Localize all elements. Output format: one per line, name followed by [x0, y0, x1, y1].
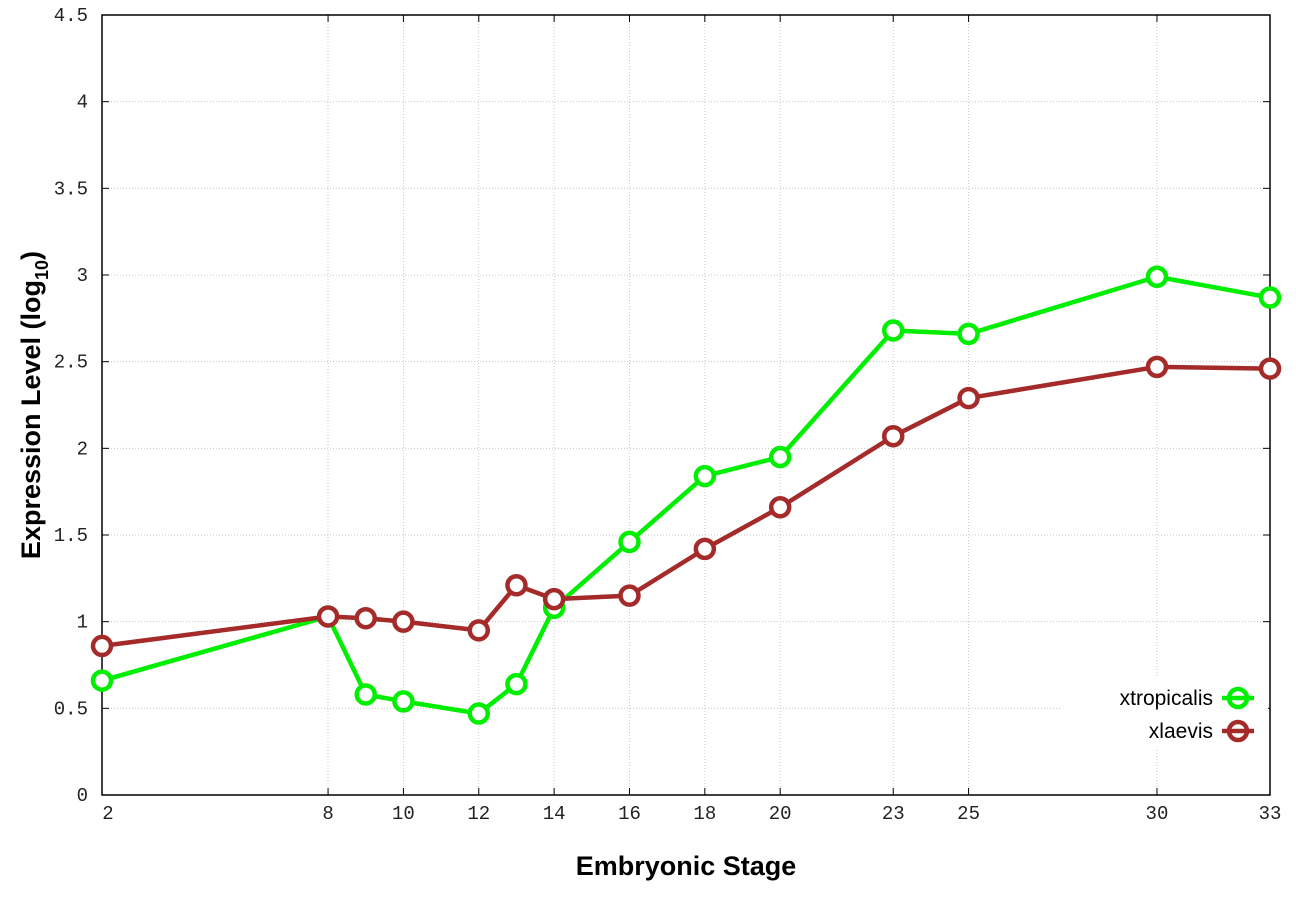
x-tick-label: 25	[957, 803, 980, 825]
y-axis-label: Expression Level (log10)	[16, 251, 52, 559]
grid	[102, 15, 1270, 795]
series-group	[90, 265, 1282, 725]
x-tick-label: 12	[467, 803, 490, 825]
data-point-xtropicalis	[1258, 286, 1282, 309]
data-point-xlaevis	[90, 634, 114, 658]
y-tick-label: 0.5	[54, 698, 88, 720]
data-point-xlaevis	[316, 605, 340, 628]
data-point-xlaevis	[1258, 357, 1282, 380]
data-point-xlaevis	[354, 606, 377, 630]
y-tick-label: 1	[77, 612, 88, 634]
data-point-xtropicalis	[881, 319, 905, 342]
data-point-xlaevis	[768, 496, 792, 519]
data-point-xlaevis	[542, 587, 566, 611]
data-point-xtropicalis	[505, 672, 528, 696]
data-point-xtropicalis	[1145, 265, 1169, 288]
x-tick-label: 30	[1146, 803, 1169, 825]
ticks: 0 0.5 1 1.5 2 2.5 3 3.5 4 4.5 2 8 10 12 14 16 18 20 23 25 30…	[54, 5, 1282, 825]
data-point-xlaevis	[881, 424, 905, 448]
data-point-xlaevis	[505, 574, 528, 597]
y-tick-label: 2	[77, 438, 88, 460]
data-point-xlaevis	[693, 537, 717, 561]
x-tick-label: 18	[693, 803, 716, 825]
data-point-xtropicalis	[618, 530, 641, 554]
x-tick-label: 14	[543, 803, 566, 825]
legend-label-xtropicalis: xtropicalis	[1120, 687, 1213, 710]
y-tick-label: 4	[77, 92, 88, 114]
series-line-xlaevis	[101, 364, 1271, 649]
x-tick-label: 10	[392, 803, 415, 825]
x-tick-label: 8	[322, 803, 333, 825]
x-tick-label: 23	[882, 803, 905, 825]
data-point-xtropicalis	[768, 445, 792, 469]
y-tick-label: 3	[77, 265, 88, 287]
x-tick-label: 16	[618, 803, 641, 825]
x-tick-label: 20	[769, 803, 792, 825]
data-point-xlaevis	[957, 386, 980, 410]
y-tick-label: 3.5	[54, 178, 88, 200]
data-point-xlaevis	[467, 619, 491, 642]
data-point-xlaevis	[618, 584, 641, 607]
data-point-xtropicalis	[354, 683, 377, 706]
data-point-xtropicalis	[392, 690, 415, 713]
data-point-xtropicalis	[90, 669, 114, 692]
x-tick-label: 33	[1259, 803, 1282, 825]
y-tick-label: 4.5	[54, 5, 88, 27]
x-axis-label: Embryonic Stage	[576, 851, 797, 881]
data-point-xlaevis	[392, 610, 415, 633]
legend-label-xlaevis: xlaevis	[1149, 720, 1213, 743]
y-tick-label: 0	[77, 785, 88, 807]
plot-frame	[101, 14, 1271, 796]
series-line-xtropicalis	[101, 274, 1271, 716]
legend: xtropicalis xlaevis	[1060, 678, 1268, 750]
y-tick-label: 1.5	[54, 525, 88, 547]
x-tick-label: 2	[102, 803, 113, 825]
data-point-xtropicalis	[467, 702, 491, 725]
data-point-xtropicalis	[693, 464, 717, 488]
data-point-xtropicalis	[957, 322, 980, 346]
y-tick-label: 2.5	[54, 352, 88, 374]
data-point-xlaevis	[1145, 355, 1169, 379]
